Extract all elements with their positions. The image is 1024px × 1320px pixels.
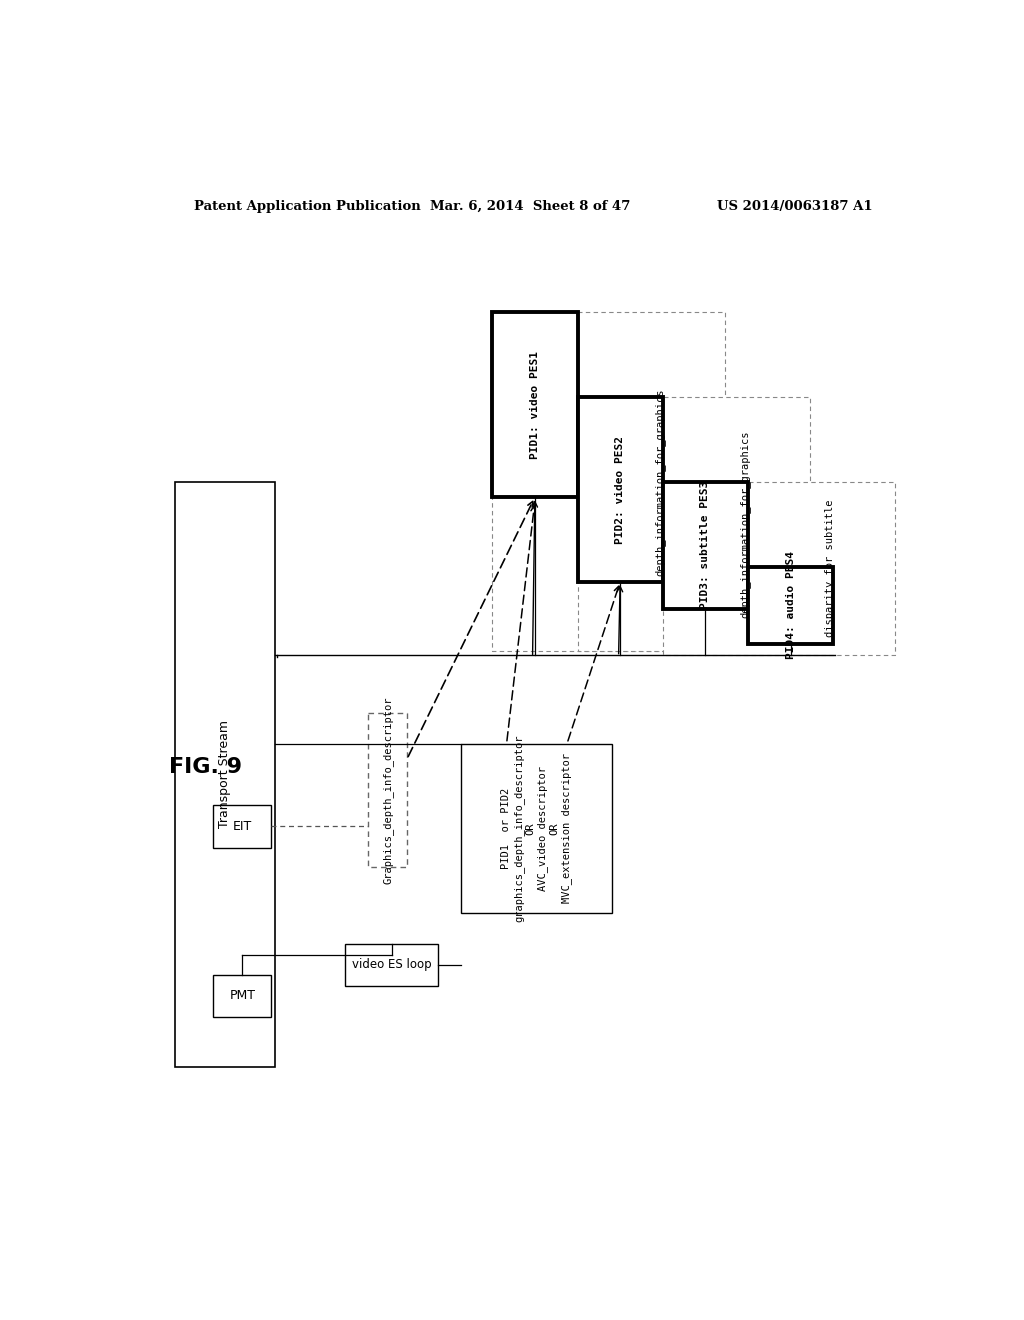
Bar bbox=[174, 482, 275, 1067]
Text: depth_information_for_graphics: depth_information_for_graphics bbox=[654, 388, 666, 576]
Text: video ES loop: video ES loop bbox=[351, 958, 431, 972]
Text: PMT: PMT bbox=[229, 989, 255, 1002]
Bar bbox=[663, 482, 895, 655]
Bar bbox=[345, 944, 438, 986]
Bar bbox=[578, 397, 663, 582]
Text: EIT: EIT bbox=[232, 820, 252, 833]
Text: Transport Stream: Transport Stream bbox=[218, 721, 231, 829]
Bar bbox=[663, 482, 748, 609]
Text: Graphics_depth_info_descriptor: Graphics_depth_info_descriptor bbox=[382, 696, 393, 883]
Text: Patent Application Publication: Patent Application Publication bbox=[194, 199, 421, 213]
Text: PID2: video PES2: PID2: video PES2 bbox=[615, 436, 625, 544]
Text: depth_information_for_graphics: depth_information_for_graphics bbox=[739, 430, 751, 618]
Bar bbox=[213, 805, 271, 847]
Text: FIG. 9: FIG. 9 bbox=[169, 756, 242, 776]
Text: PID4: audio PES4: PID4: audio PES4 bbox=[785, 550, 796, 659]
Text: PID1: video PES1: PID1: video PES1 bbox=[529, 351, 540, 459]
Bar bbox=[369, 713, 407, 867]
Text: disparity for subtitle: disparity for subtitle bbox=[825, 500, 836, 638]
Text: PID3: subtitle PES3: PID3: subtitle PES3 bbox=[700, 482, 711, 610]
Bar bbox=[493, 313, 578, 498]
Bar bbox=[461, 743, 612, 913]
Bar bbox=[493, 313, 725, 651]
Bar bbox=[748, 566, 834, 644]
Bar bbox=[578, 397, 810, 651]
Text: US 2014/0063187 A1: US 2014/0063187 A1 bbox=[717, 199, 872, 213]
Text: PID1  or PID2
graphics_depth_info_descriptor
OR
AVC_video descriptor
OR
MVC_exte: PID1 or PID2 graphics_depth_info_descrip… bbox=[502, 734, 572, 923]
Text: Mar. 6, 2014  Sheet 8 of 47: Mar. 6, 2014 Sheet 8 of 47 bbox=[430, 199, 631, 213]
Bar bbox=[213, 974, 271, 1016]
